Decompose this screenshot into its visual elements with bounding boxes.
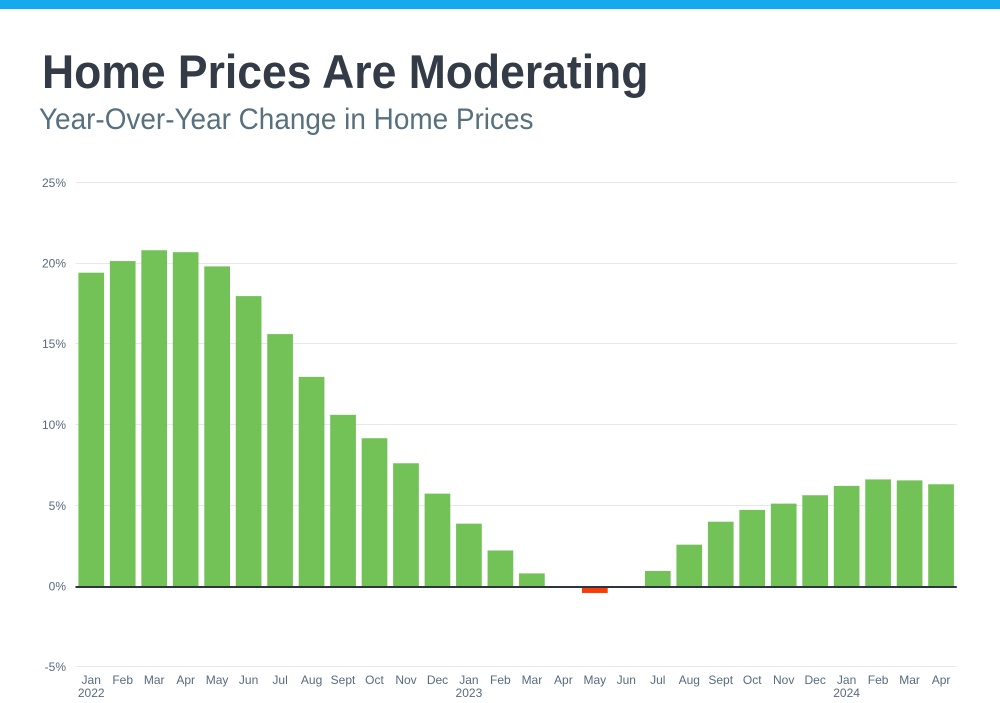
svg-text:Sept: Sept (331, 673, 356, 687)
svg-text:May: May (206, 673, 229, 687)
svg-text:Feb: Feb (868, 673, 889, 687)
svg-text:2022: 2022 (78, 686, 105, 700)
svg-text:Dec: Dec (427, 673, 448, 687)
svg-text:5%: 5% (49, 499, 67, 513)
svg-text:Nov: Nov (395, 673, 416, 687)
svg-text:25%: 25% (42, 176, 66, 190)
svg-text:Jul: Jul (272, 673, 287, 687)
svg-text:-5%: -5% (45, 660, 67, 674)
svg-text:Aug: Aug (679, 673, 700, 687)
svg-text:Apr: Apr (554, 673, 573, 687)
svg-text:15%: 15% (42, 337, 66, 351)
svg-text:Apr: Apr (932, 673, 951, 687)
svg-text:Jan: Jan (82, 673, 101, 687)
svg-text:2024: 2024 (833, 686, 860, 700)
svg-text:0%: 0% (49, 580, 67, 594)
svg-text:Mar: Mar (144, 673, 165, 687)
svg-text:Jan: Jan (459, 673, 478, 687)
svg-text:Jun: Jun (239, 673, 258, 687)
svg-text:Feb: Feb (112, 673, 133, 687)
svg-text:Dec: Dec (805, 673, 826, 687)
svg-text:Oct: Oct (743, 673, 762, 687)
svg-text:May: May (583, 673, 606, 687)
svg-text:20%: 20% (42, 257, 66, 271)
svg-text:Sept: Sept (708, 673, 733, 687)
svg-text:Feb: Feb (490, 673, 511, 687)
svg-text:Mar: Mar (899, 673, 920, 687)
svg-text:Jul: Jul (650, 673, 665, 687)
svg-text:Aug: Aug (301, 673, 322, 687)
svg-text:Jan: Jan (837, 673, 856, 687)
svg-text:2023: 2023 (456, 686, 483, 700)
svg-text:Jun: Jun (617, 673, 636, 687)
svg-text:Mar: Mar (522, 673, 543, 687)
svg-text:Nov: Nov (773, 673, 794, 687)
svg-text:10%: 10% (42, 418, 66, 432)
svg-text:Oct: Oct (365, 673, 384, 687)
svg-text:Apr: Apr (176, 673, 195, 687)
